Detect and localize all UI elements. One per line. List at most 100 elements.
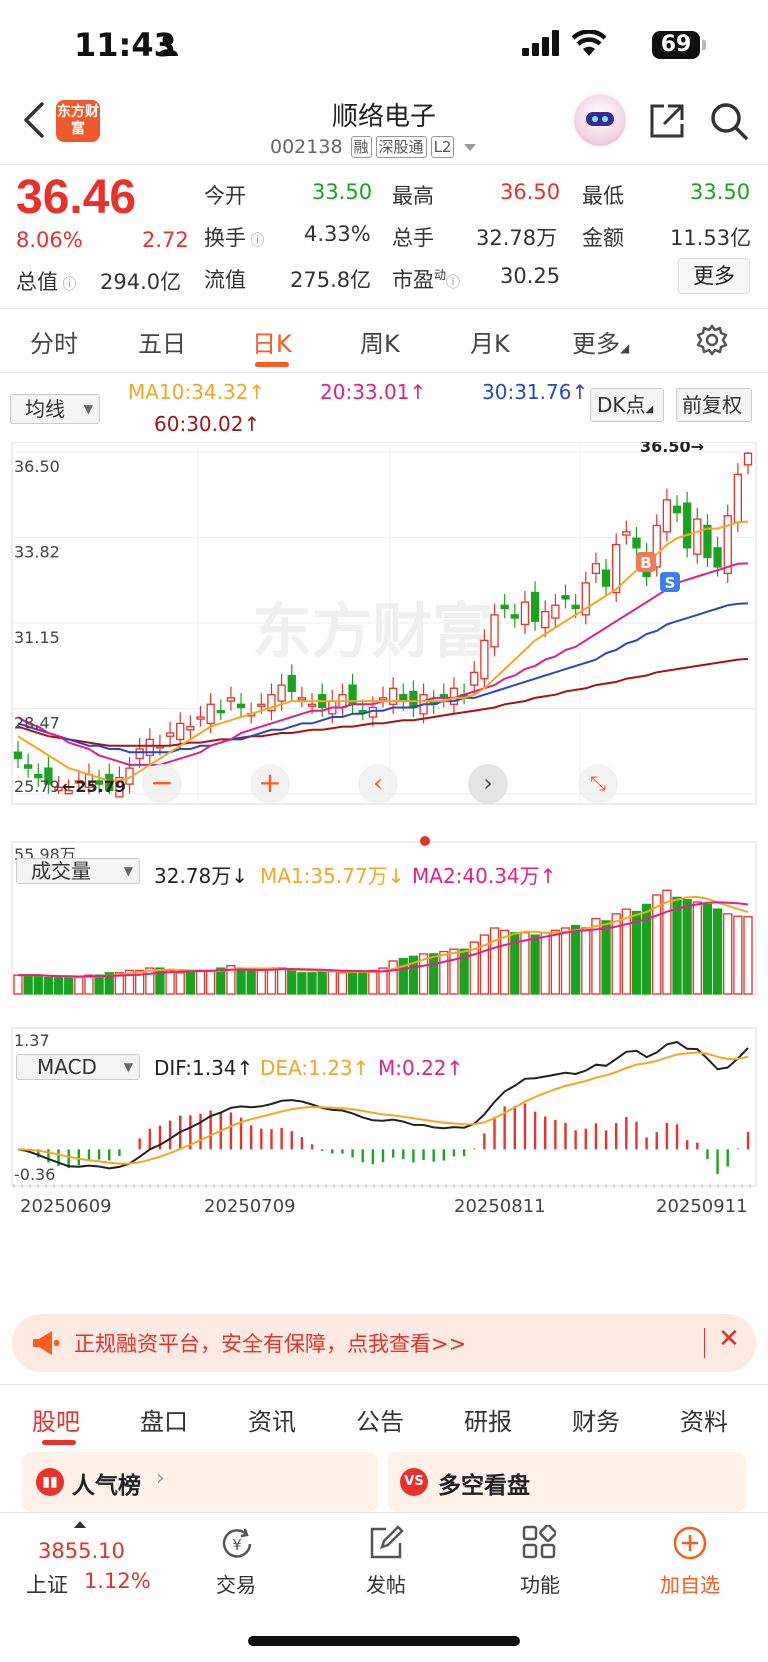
candle-body [34, 773, 43, 779]
tab-announcements[interactable]: 公告 [356, 1408, 404, 1436]
robot-assistant-icon[interactable] [574, 94, 626, 146]
volume-bar [743, 916, 753, 995]
index-name[interactable]: 上证 [26, 1573, 68, 1597]
scroll-right-button[interactable]: › [468, 764, 508, 804]
candle-body [165, 732, 175, 737]
post-icon[interactable] [368, 1525, 404, 1565]
macd-top-label: 1.37 [14, 1031, 50, 1050]
trade-label[interactable]: 交易 [216, 1573, 256, 1597]
volume-selector[interactable]: 成交量 ▼ [16, 858, 140, 884]
change-percent: 8.06% [16, 228, 83, 252]
position-dot [420, 836, 430, 846]
volume-bar [114, 972, 125, 995]
tab-news[interactable]: 资讯 [248, 1408, 296, 1436]
post-label[interactable]: 发帖 [366, 1573, 406, 1597]
tab-forum[interactable]: 股吧 [32, 1408, 80, 1436]
status-time: 11:43 [74, 26, 176, 64]
amount-value: 11.53亿 [670, 226, 752, 250]
caret-down-icon: ▼ [123, 1060, 133, 1074]
tab-daily-k[interactable]: 日K [252, 330, 292, 358]
volume-bar [500, 929, 510, 995]
zoom-in-button[interactable]: + [250, 764, 290, 804]
candle-body [612, 543, 621, 594]
volume-bar [459, 948, 469, 995]
candle-body [388, 687, 398, 705]
promo-banner[interactable]: 正规融资平台，安全有保障，点我查看>> ✕ [12, 1314, 756, 1372]
tab-finance[interactable]: 财务 [572, 1408, 620, 1436]
index-value[interactable]: 3855.10 [38, 1539, 125, 1563]
candle-body [23, 764, 33, 769]
add-watchlist-icon[interactable] [672, 1525, 708, 1565]
candle-body [186, 725, 195, 731]
caret-down-icon[interactable] [464, 143, 477, 151]
volume-bar [672, 896, 682, 995]
volume-bar [175, 972, 185, 995]
adjust-button[interactable]: 前复权 [676, 388, 752, 422]
tab-profile[interactable]: 资料 [680, 1408, 728, 1436]
battery-indicator: 69 [652, 31, 700, 59]
search-icon[interactable] [708, 100, 750, 146]
volume-bar [246, 969, 256, 995]
volume-bar [641, 903, 652, 995]
signal-icon [522, 30, 562, 56]
high-label: 最高 [392, 184, 434, 208]
function-label[interactable]: 功能 [520, 1573, 560, 1597]
banner-separator [704, 1328, 705, 1358]
buy-signal-badge [636, 552, 656, 572]
close-icon[interactable]: ✕ [718, 1324, 740, 1354]
candle-body [226, 697, 236, 702]
megaphone-icon [30, 1328, 60, 1362]
share-icon[interactable] [648, 102, 686, 144]
candle-body [743, 452, 753, 466]
kline-svg[interactable]: 东方财富 36.50 33.82 31.15 28.47 25.79 36.50→ ←25.… [0, 437, 768, 1292]
bullbear-card[interactable]: VS 多空看盘 [388, 1452, 746, 1512]
tab-intraday[interactable]: 分时 [30, 330, 78, 358]
volume-bar [53, 976, 64, 995]
volume-bar [621, 908, 631, 995]
popular-card[interactable]: ▮▮ 人气榜 › [22, 1452, 378, 1512]
stock-name: 顺络电子 [331, 102, 436, 132]
volume-bar [723, 913, 733, 995]
back-icon[interactable] [20, 100, 50, 140]
candle-body [257, 703, 266, 707]
candle-body [480, 639, 489, 680]
price-tick-label: 33.82 [14, 543, 60, 562]
home-indicator [248, 1636, 520, 1646]
settings-icon[interactable] [696, 324, 728, 360]
tab-more[interactable]: 更多◢ [572, 330, 630, 358]
trade-icon[interactable]: ¥ [218, 1525, 256, 1567]
tab-research[interactable]: 研报 [464, 1408, 512, 1436]
tab-weekly-k[interactable]: 周K [360, 330, 400, 358]
index-change[interactable]: 1.12% [84, 1569, 151, 1593]
macd-selector[interactable]: MACD ▼ [16, 1054, 140, 1080]
candle-body [74, 780, 83, 784]
dk-point-button[interactable]: DK点◢ [590, 388, 664, 422]
volume-bar [439, 950, 449, 995]
volume-bar [104, 972, 114, 995]
tab-orderbook[interactable]: 盘口 [140, 1408, 188, 1436]
volume-bar [327, 969, 337, 995]
candle-body [105, 773, 114, 792]
candle-body [297, 697, 307, 701]
ma10-line [17, 520, 749, 782]
tab-five-day[interactable]: 五日 [138, 330, 186, 358]
volume-bar [449, 948, 459, 995]
tab-monthly-k[interactable]: 月K [470, 330, 510, 358]
zoom-out-button[interactable]: − [142, 764, 182, 804]
fullscreen-icon[interactable]: ⤡ [578, 764, 618, 804]
more-button[interactable]: 更多 [678, 258, 750, 294]
candle-body [693, 518, 702, 555]
indicator-selector[interactable]: 均线 ▼ [10, 394, 100, 424]
volume-bar [682, 899, 692, 995]
info-icon: ⓘ [446, 275, 461, 291]
function-icon[interactable] [522, 1524, 557, 1563]
stock-meta: 002138 融 深股通 L2 [270, 136, 477, 158]
kline-chart[interactable]: 东方财富 36.50 33.82 31.15 28.47 25.79 36.50→ ←25.… [0, 437, 768, 1292]
add-watchlist-label[interactable]: 加自选 [660, 1573, 720, 1597]
volume-bar [378, 967, 388, 995]
turnover-value: 4.33% [304, 222, 371, 246]
float-cap-value: 275.8亿 [290, 268, 372, 292]
ma10-value: MA10:34.32↑ [128, 380, 266, 404]
sell-signal-text: S [665, 574, 676, 592]
scroll-left-button[interactable]: ‹ [358, 764, 398, 804]
